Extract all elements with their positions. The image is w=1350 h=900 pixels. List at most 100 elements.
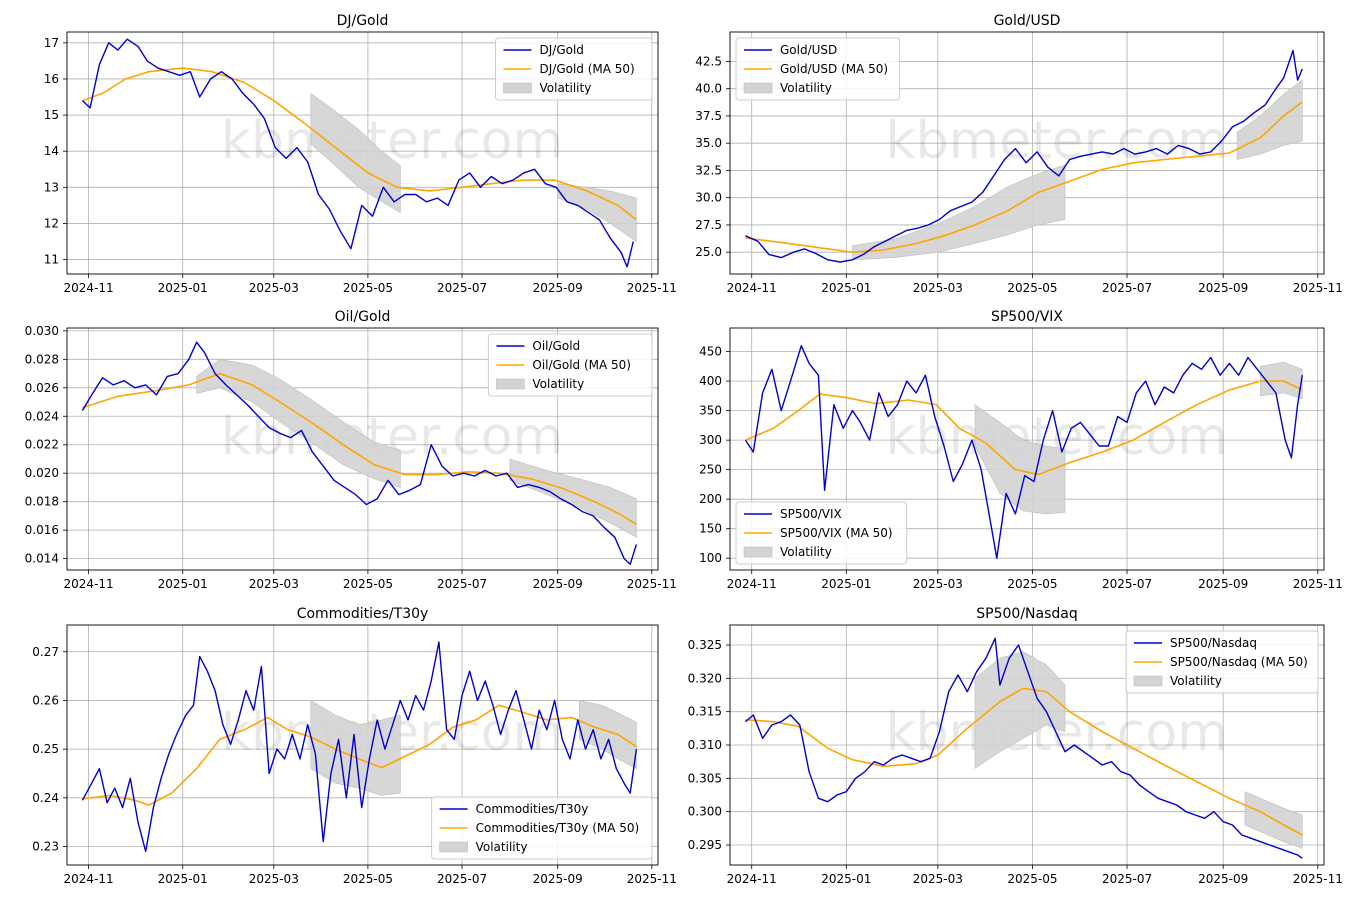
legend-label: Gold/USD [780, 43, 837, 57]
y-tick-label: 13 [44, 180, 59, 194]
legend-box [495, 37, 653, 101]
axes-frame [66, 31, 659, 275]
series-line [744, 345, 1303, 559]
axes-frame [729, 327, 1325, 571]
x-tick-label: 2025-01 [821, 872, 871, 886]
y-tick-label: 100 [699, 551, 722, 565]
legend-label: DJ/Gold [540, 43, 584, 57]
y-tick-label: 0.030 [25, 324, 59, 338]
legend: SP500/Nasdaq SP500/Nasdaq (MA 50) Volatili… [1125, 630, 1319, 694]
x-tick-label: 2025-11 [1293, 872, 1343, 886]
chart-title: DJ/Gold [337, 13, 389, 29]
ma-line [82, 704, 637, 806]
y-tick-label: 0.26 [32, 693, 59, 707]
x-tick-label: 2025-09 [533, 281, 583, 295]
y-tick-label: 0.305 [688, 771, 722, 785]
y-tick-label: 0.026 [25, 381, 59, 395]
legend-box [735, 501, 908, 565]
y-tick-label: 37.5 [695, 109, 722, 123]
legend-label: Volatility [532, 377, 584, 391]
series-line [81, 641, 638, 853]
legend-label: Volatility [476, 840, 528, 854]
x-tick-label: 2025-01 [158, 281, 208, 295]
x-tick-label: 2025-11 [627, 577, 677, 591]
volatility-band [974, 404, 1066, 515]
y-tick-label: 30.0 [695, 191, 722, 205]
x-tick-label: 2025-05 [1007, 577, 1057, 591]
x-tick-label: 2025-05 [1007, 281, 1057, 295]
legend: DJ/Gold DJ/Gold (MA 50) Volatility [495, 37, 653, 101]
x-tick-label: 2025-11 [1293, 577, 1343, 591]
y-tick-label: 0.315 [688, 705, 722, 719]
x-tick-label: 2025-03 [249, 281, 299, 295]
x-tick-label: 2025-03 [913, 872, 963, 886]
legend-label: Volatility [540, 81, 592, 95]
y-tick-label: 40.0 [695, 82, 722, 96]
x-tick-label: 2025-07 [1102, 281, 1152, 295]
y-tick-label: 0.014 [25, 552, 59, 566]
chart-title: Commodities/T30y [297, 606, 429, 622]
x-tick-label: 2025-01 [821, 577, 871, 591]
volatility-band [509, 458, 637, 538]
y-tick-label: 450 [699, 345, 722, 359]
axes-frame [729, 624, 1325, 866]
x-tick-label: 2025-01 [158, 577, 208, 591]
x-tick-label: 2025-09 [1198, 872, 1248, 886]
legend-label: Commodities/T30y (MA 50) [476, 821, 640, 835]
x-tick-label: 2025-07 [437, 872, 487, 886]
legend: SP500/VIX SP500/VIX (MA 50) Volatility [735, 501, 908, 565]
x-tick-label: 2025-03 [913, 281, 963, 295]
chart-panel-1: DJ/Gold 2024-11 2025-01 2025-03 2025-05 2025-… [44, 13, 677, 295]
y-tick-label: 11 [44, 253, 59, 267]
x-tick-label: 2025-05 [343, 281, 393, 295]
y-tick-label: 27.5 [695, 218, 722, 232]
chart-panel-4: SP500/VIX 2024-11 2025-01 2025-03 2025-05 202… [699, 309, 1343, 591]
y-tick-label: 250 [699, 463, 722, 477]
x-tick-label: 2025-11 [627, 281, 677, 295]
volatility-band [974, 651, 1066, 769]
y-tick-label: 200 [699, 492, 722, 506]
y-tick-label: 15 [44, 108, 59, 122]
chart-panel-6: SP500/Nasdaq 2024-11 2025-01 2025-03 2025-05… [688, 606, 1343, 886]
chart-panel-3: Oil/Gold 2024-11 2025-01 2025-03 2025-05 2025… [25, 309, 677, 591]
y-tick-label: 0.295 [688, 838, 722, 852]
legend-swatch-band [503, 82, 532, 94]
x-tick-label: 2024-11 [727, 281, 777, 295]
legend-label: DJ/Gold (MA 50) [540, 62, 635, 76]
chart-panel-2: Gold/USD 2024-11 2025-01 2025-03 2025-05 2025… [695, 13, 1343, 295]
ma-line [82, 372, 637, 526]
watermark: kbmeter.com [886, 111, 1228, 171]
volatility-band [557, 183, 637, 243]
x-tick-label: 2025-09 [1198, 577, 1248, 591]
ma-line [745, 101, 1303, 254]
x-tick-label: 2025-07 [437, 281, 487, 295]
legend-swatch-band [1133, 675, 1163, 687]
legend-box [735, 37, 901, 101]
legend-label: Oil/Gold [532, 339, 580, 353]
volatility-band [196, 358, 401, 488]
series-line [745, 637, 1303, 859]
y-tick-label: 0.300 [688, 805, 722, 819]
y-tick-label: 0.27 [32, 645, 59, 659]
x-tick-label: 2025-11 [627, 872, 677, 886]
chart-title: Oil/Gold [335, 309, 391, 325]
axes-frame [66, 327, 659, 571]
legend-label: Oil/Gold (MA 50) [532, 358, 631, 372]
legend-swatch-band [743, 546, 773, 558]
y-tick-label: 0.310 [688, 738, 722, 752]
chart-title: SP500/VIX [991, 309, 1063, 325]
x-tick-label: 2025-05 [1007, 872, 1057, 886]
legend-label: Gold/USD (MA 50) [780, 62, 888, 76]
x-tick-label: 2025-01 [821, 281, 871, 295]
y-tick-label: 16 [44, 72, 59, 86]
y-tick-label: 0.020 [25, 466, 59, 480]
x-tick-label: 2025-07 [1102, 577, 1152, 591]
y-tick-label: 35.0 [695, 136, 722, 150]
y-tick-label: 0.25 [32, 742, 59, 756]
y-tick-label: 42.5 [695, 54, 722, 68]
legend-label: Volatility [780, 81, 832, 95]
y-tick-label: 0.24 [32, 791, 59, 805]
y-tick-label: 0.018 [25, 495, 59, 509]
ma-line [745, 380, 1303, 476]
